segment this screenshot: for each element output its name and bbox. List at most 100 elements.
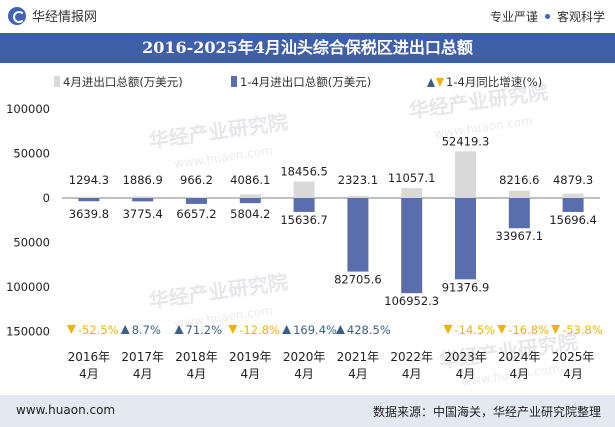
bar-cumulative: [347, 198, 369, 272]
growth-value-label: -16.8%: [508, 323, 549, 337]
x-tick-label-year: 2019年: [229, 350, 272, 364]
bar-cumulative: [132, 198, 154, 202]
brand-name: 华经情报网: [32, 10, 98, 25]
growth-value-label: -52.5%: [78, 323, 119, 337]
x-tick-label-year: 2025年: [552, 350, 595, 364]
growth-down-triangle-icon: [551, 325, 561, 334]
value-label-monthly: 1294.3: [69, 173, 109, 187]
value-label-cumulative: 15636.7: [280, 213, 328, 227]
bar-monthly: [401, 188, 423, 198]
value-label-monthly: 4086.1: [230, 173, 270, 187]
value-label-monthly: 966.2: [180, 173, 213, 187]
value-label-cumulative: 6657.2: [176, 207, 216, 221]
chart-title: 2016-2025年4月汕头综合保税区进出口总额: [0, 33, 615, 63]
y-tick-label: 100000: [6, 280, 50, 294]
x-tick-label-year: 2023年: [444, 350, 487, 364]
tagline-right: 客观科学: [556, 10, 605, 24]
bar-monthly: [132, 196, 154, 198]
bar-monthly: [508, 190, 530, 198]
brand[interactable]: 华经情报网: [8, 6, 97, 25]
x-tick-label-month: 4月: [240, 367, 260, 381]
value-label-cumulative: 3775.4: [123, 207, 163, 221]
footer-website[interactable]: www.huaon.com: [16, 403, 116, 417]
growth-value-label: 428.5%: [347, 323, 391, 337]
growth-value-label: -12.8%: [239, 323, 280, 337]
x-tick-label-year: 2020年: [283, 350, 326, 364]
huajing-logo-icon: [8, 6, 26, 25]
value-label-monthly: 4879.3: [553, 173, 593, 187]
growth-value-label: 71.2%: [186, 323, 223, 337]
x-tick-label-year: 2022年: [390, 350, 433, 364]
growth-down-triangle-icon: [497, 325, 507, 334]
bar-cumulative: [562, 198, 584, 212]
legend-triangle-down-icon: [436, 78, 444, 87]
growth-up-triangle-icon: [120, 325, 130, 334]
legend-triangle-up-icon: [427, 78, 435, 87]
value-label-cumulative: 33967.1: [496, 229, 544, 243]
growth-down-triangle-icon: [443, 325, 453, 334]
growth-value-label: -53.8%: [562, 323, 603, 337]
legend-swatch-cumulative: [231, 76, 237, 87]
x-tick-label-year: 2018年: [175, 350, 218, 364]
bar-cumulative: [508, 198, 530, 229]
growth-value-label: 169.4%: [293, 323, 337, 337]
value-label-cumulative: 106952.3: [384, 294, 439, 308]
bar-monthly: [186, 197, 207, 198]
legend-label-monthly: 4月进出口总额(万美元): [63, 75, 183, 89]
x-tick-label-month: 4月: [456, 367, 476, 381]
bar-cumulative: [293, 198, 315, 212]
x-tick-label-month: 4月: [509, 367, 529, 381]
legend-swatch-monthly: [54, 76, 60, 87]
value-label-monthly: 2323.1: [338, 173, 378, 187]
y-tick-label: 150000: [6, 325, 50, 339]
x-tick-label-month: 4月: [294, 367, 314, 381]
x-tick-label-year: 2016年: [68, 350, 111, 364]
x-tick-label-month: 4月: [348, 367, 368, 381]
growth-up-triangle-icon: [282, 325, 292, 334]
bar-cumulative: [455, 198, 476, 280]
value-label-monthly: 8216.6: [499, 173, 539, 187]
bar-monthly: [78, 196, 100, 198]
value-label-cumulative: 91376.9: [442, 280, 490, 294]
x-tick-label-year: 2021年: [337, 350, 380, 364]
growth-up-triangle-icon: [335, 325, 345, 334]
y-tick-label: 50000: [13, 147, 50, 161]
x-tick-label-year: 2017年: [121, 350, 164, 364]
tagline-left: 专业严谨: [489, 10, 538, 24]
growth-down-triangle-icon: [66, 325, 76, 334]
top-bar: 华经情报网 专业严谨 客观科学: [0, 0, 615, 30]
bar-cumulative: [186, 198, 207, 204]
bar-monthly: [293, 181, 315, 198]
value-label-monthly: 11057.1: [388, 171, 436, 185]
x-tick-label-year: 2024年: [498, 350, 541, 364]
x-tick-label-month: 4月: [133, 367, 153, 381]
growth-value-label: 8.7%: [132, 323, 161, 337]
x-tick-label-month: 4月: [402, 367, 422, 381]
y-tick-label: 0: [43, 191, 50, 205]
tagline: 专业严谨 客观科学: [490, 8, 605, 25]
bar-cumulative: [239, 198, 261, 204]
bar-monthly: [562, 193, 584, 198]
value-label-cumulative: 3639.8: [69, 207, 109, 221]
x-tick-label-month: 4月: [79, 367, 99, 381]
bar-chart: 华经产业研究院www.huaon.com华经产业研究院www.huaon.com…: [6, 75, 603, 389]
footer-source: 数据来源：中国海关，华经产业研究院整理: [372, 405, 601, 419]
growth-up-triangle-icon: [174, 325, 184, 334]
footer-bar: www.huaon.com 数据来源：中国海关，华经产业研究院整理: [0, 395, 615, 427]
separator-dot-icon: [544, 14, 550, 19]
value-label-monthly: 52419.3: [442, 134, 490, 148]
bar-monthly: [347, 195, 369, 198]
bar-monthly: [239, 194, 261, 198]
bar-monthly: [455, 151, 476, 198]
x-tick-label-month: 4月: [563, 367, 583, 381]
y-tick-label: 50000: [13, 236, 50, 250]
value-label-cumulative: 5804.2: [230, 207, 270, 221]
legend-label-cumulative: 1-4月进出口总额(万美元): [240, 75, 371, 89]
growth-value-label: -14.5%: [455, 323, 496, 337]
bar-cumulative: [401, 198, 423, 294]
legend-label-growth: 1-4月同比增速(%): [446, 75, 542, 89]
y-tick-label: 100000: [6, 102, 50, 116]
value-label-cumulative: 82705.6: [334, 273, 382, 287]
value-label-monthly: 18456.5: [280, 165, 328, 179]
